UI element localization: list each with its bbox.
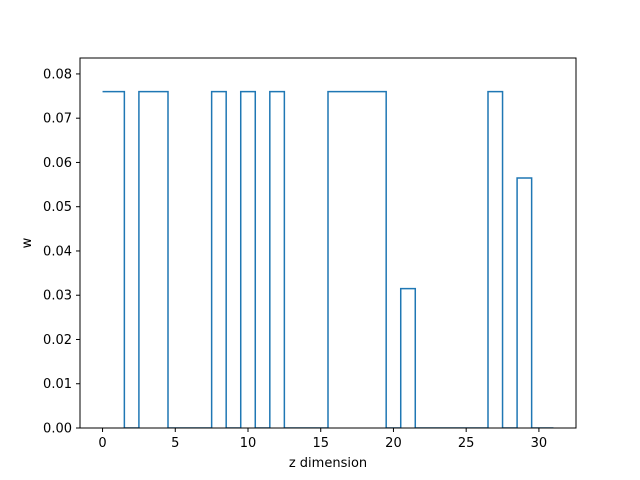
y-axis: 0.00 0.01 0.02 0.03 0.04 0.05 0.06 0.07 0.08 <box>43 67 80 437</box>
x-tick-label: 0 <box>98 436 106 451</box>
y-tick-label: 0.02 <box>43 333 72 348</box>
x-tick-label: 5 <box>171 436 179 451</box>
plot-area <box>102 90 554 428</box>
axes-frame <box>79 57 577 429</box>
y-tick-label: 0.08 <box>43 67 72 82</box>
x-axis-label: z dimension <box>289 456 367 471</box>
y-tick-label: 0.04 <box>43 244 72 259</box>
series-line <box>102 90 554 428</box>
y-tick-label: 0.07 <box>43 112 72 127</box>
x-tick-label: 10 <box>240 436 257 451</box>
y-tick-label: 0.06 <box>43 156 72 171</box>
x-tick-label: 15 <box>312 436 329 451</box>
y-axis-label: w <box>20 237 35 248</box>
y-tick-label: 0.05 <box>43 200 72 215</box>
y-tick-label: 0.03 <box>43 289 72 304</box>
x-tick-label: 20 <box>385 436 402 451</box>
x-axis: 0 5 10 15 20 25 30 <box>98 428 547 451</box>
y-tick-label: 0.00 <box>43 422 72 437</box>
x-tick-label: 25 <box>458 436 475 451</box>
y-tick-label: 0.01 <box>43 377 72 392</box>
x-tick-label: 30 <box>531 436 548 451</box>
